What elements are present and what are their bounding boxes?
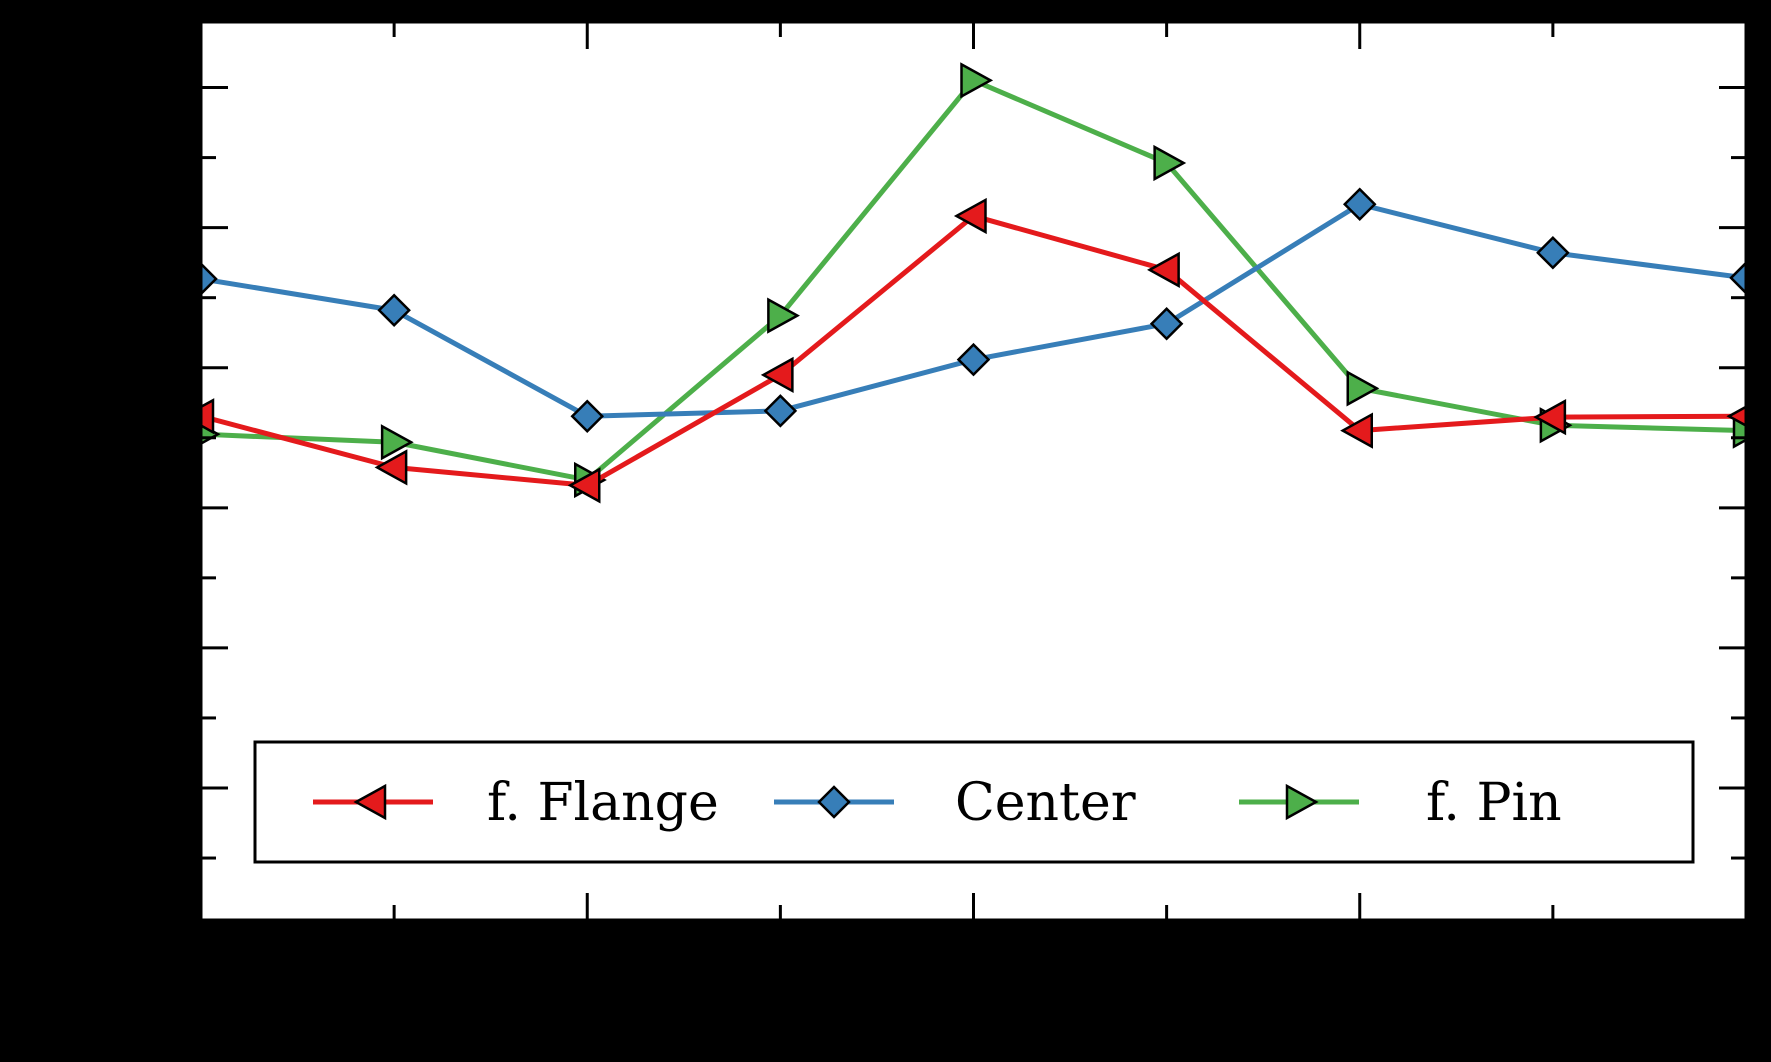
series-marker-diamond [1536, 236, 1570, 270]
series-marker-triangle-left [374, 449, 408, 486]
legend-samples [313, 783, 1359, 821]
series-marker-triangle-left [1340, 412, 1373, 449]
series-marker-triangle-left [1147, 251, 1180, 288]
series-marker-triangle-right [380, 424, 414, 461]
series-marker-triangle-left [1726, 405, 1746, 428]
series-marker-triangle-left [953, 197, 987, 235]
series-marker-diamond [1729, 261, 1746, 295]
series-marker-triangle-left [201, 398, 215, 435]
legend-sample-marker-triangle-left [353, 783, 387, 821]
legend-label-center: Center [955, 773, 1136, 833]
plot-border-spines [199, 20, 1748, 922]
series-marker-triangle-left [760, 356, 794, 394]
series-marker-diamond [201, 262, 218, 296]
series-marker-diamond [1149, 306, 1184, 341]
axis-ticks [202, 23, 1745, 919]
series-marker-triangle-left [567, 467, 601, 504]
legend: f. Flange Center f. Pin [253, 740, 1695, 864]
data-series [201, 62, 1746, 504]
series-marker-diamond [570, 399, 605, 433]
series-marker-triangle-left [1533, 399, 1567, 436]
series-marker-diamond [956, 342, 991, 377]
legend-sample-marker-diamond [817, 785, 851, 819]
series-marker-triangle-right [1346, 370, 1380, 407]
legend-box [253, 740, 1695, 864]
series-marker-triangle-right [767, 297, 800, 334]
legend-sample-marker-triangle-right [1285, 783, 1319, 821]
legend-label-f-pin: f. Pin [1426, 773, 1562, 833]
series-marker-diamond [377, 293, 411, 328]
series-marker-triangle-right [1153, 144, 1187, 182]
series-marker-diamond [763, 394, 798, 428]
legend-label-f-flange: f. Flange [487, 773, 719, 833]
series-marker-triangle-right [960, 62, 994, 99]
series-marker-diamond [1342, 187, 1377, 222]
